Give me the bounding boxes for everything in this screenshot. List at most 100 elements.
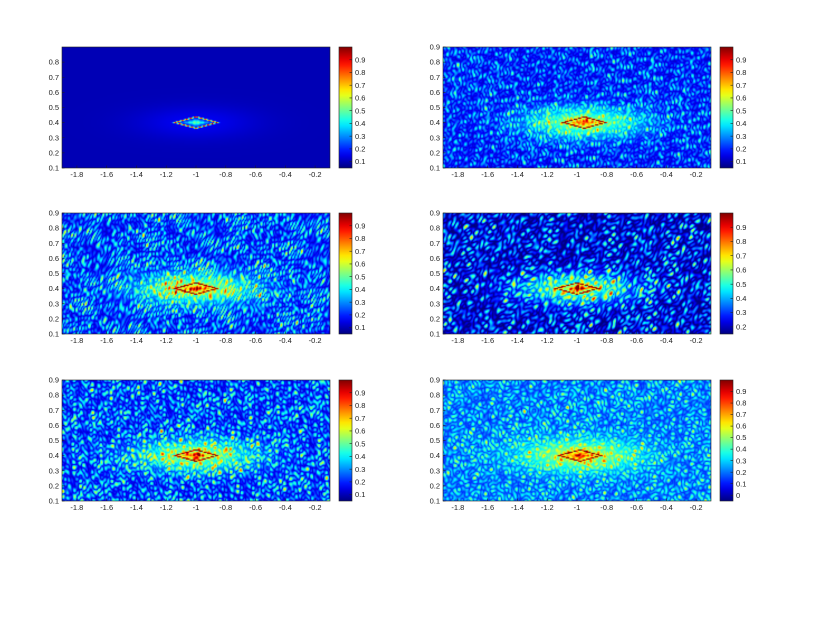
x-tick-label: -0.4 (279, 336, 292, 345)
colorbar-tick-label: 0.7 (355, 81, 365, 90)
colorbar-tick-label: 0.2 (736, 468, 746, 477)
x-tick-label: -0.8 (600, 503, 613, 512)
heatmap-image (443, 380, 711, 501)
colorbar-tick-label: 0.7 (355, 247, 365, 256)
y-tick-label: 0.6 (430, 421, 440, 430)
x-tick-label: -1.2 (160, 336, 173, 345)
colorbar-tick-label: 0.8 (736, 237, 746, 246)
colorbar-tick-label: 0.6 (355, 94, 365, 103)
colorbar-tick-label: 0.3 (736, 132, 746, 141)
heatmap-svg: -1.8 -1.6 -1.4 -1.2 -1 -0.8 -0.6 -0.4 -0.2 0.1 0.2… (49, 209, 366, 345)
y-tick-label: 0.8 (430, 58, 440, 67)
colorbar-tick-label: 0.3 (736, 308, 746, 317)
colorbar-tick-label: 0.3 (355, 132, 365, 141)
colorbar-tick-label: 0.1 (736, 157, 746, 166)
y-tick-label: 0.4 (430, 451, 440, 460)
x-tick-label: -1.8 (70, 170, 83, 179)
y-tick-label: 0.5 (49, 436, 59, 445)
y-tick-label: 0.5 (430, 269, 440, 278)
heatmap-image (443, 213, 711, 334)
y-tick-label: 0.6 (49, 88, 59, 97)
colorbar (719, 379, 734, 502)
x-tick-label: -1 (193, 170, 200, 179)
colorbar-tick-label: 0.7 (736, 410, 746, 419)
y-tick-label: 0.5 (49, 269, 59, 278)
heatmap-svg: -1.8 -1.6 -1.4 -1.2 -1 -0.8 -0.6 -0.4 -0.2 0.1 0.2… (49, 46, 365, 179)
colorbar-tick-label: 0.7 (736, 81, 746, 90)
x-tick-label: -0.4 (660, 503, 673, 512)
x-tick-label: -1 (193, 503, 200, 512)
x-tick-label: -0.4 (660, 170, 673, 179)
y-tick-label: 0.8 (49, 58, 59, 67)
x-tick-label: -1.2 (541, 336, 554, 345)
x-tick-label: -1.4 (511, 170, 524, 179)
x-tick-label: -1.8 (451, 170, 464, 179)
colorbar-tick-label: 0.6 (736, 422, 746, 431)
colorbar-tick-label: 0.8 (355, 401, 365, 410)
x-tick-label: -1.6 (100, 503, 113, 512)
heatmap-panel-5: -1.8 -1.6 -1.4 -1.2 -1 -0.8 -0.6 -0.4 -0.2 0.1 0.2… (49, 376, 366, 512)
colorbar-tick-label: 0.6 (736, 94, 746, 103)
colorbar-tick-label: 0.9 (355, 55, 365, 64)
colorbar-tick-label: 0.4 (736, 119, 746, 128)
colorbar-tick-label: 0.2 (355, 310, 365, 319)
colorbar-tick-label: 0.4 (355, 285, 365, 294)
y-tick-label: 0.3 (430, 133, 440, 142)
y-tick-label: 0.2 (49, 314, 59, 323)
heatmap-image (62, 380, 330, 501)
x-tick-label: -0.4 (660, 336, 673, 345)
heatmap-panel-6: -1.8 -1.6 -1.4 -1.2 -1 -0.8 -0.6 -0.4 -0.2 0.1 0.2… (430, 376, 747, 512)
colorbar-tick-label: 0.8 (736, 399, 746, 408)
y-tick-label: 0.8 (430, 391, 440, 400)
x-tick-label: -1.6 (100, 336, 113, 345)
x-tick-label: -0.2 (309, 503, 322, 512)
heatmap-svg: -1.8 -1.6 -1.4 -1.2 -1 -0.8 -0.6 -0.4 -0.2 0.1 0.2… (430, 376, 747, 512)
colorbar-tick-label: 0.7 (736, 251, 746, 260)
y-tick-label: 0.7 (49, 73, 59, 82)
y-tick-label: 0.6 (430, 254, 440, 263)
colorbar (338, 379, 353, 502)
x-tick-label: -1.2 (160, 170, 173, 179)
x-tick-label: -1.4 (511, 336, 524, 345)
y-tick-label: 0.7 (430, 73, 440, 82)
y-tick-label: 0.2 (430, 481, 440, 490)
colorbar-tick-label: 0.4 (736, 445, 746, 454)
colorbar (338, 46, 353, 169)
colorbar-tick-label: 0.5 (355, 106, 365, 115)
colorbar-tick-label: 0.2 (736, 322, 746, 331)
colorbar (338, 212, 353, 335)
heatmap-svg: -1.8 -1.6 -1.4 -1.2 -1 -0.8 -0.6 -0.4 -0.2 0.1 0.2… (430, 43, 747, 179)
y-tick-label: 0.5 (430, 436, 440, 445)
colorbar-tick-label: 0.8 (355, 234, 365, 243)
x-tick-label: -0.8 (219, 503, 232, 512)
colorbar-tick-label: 0.1 (355, 323, 365, 332)
y-tick-label: 0.7 (49, 406, 59, 415)
x-tick-label: -1.8 (70, 503, 83, 512)
y-tick-label: 0.5 (49, 103, 59, 112)
x-tick-label: -1.4 (130, 503, 143, 512)
heatmap-image (62, 213, 330, 334)
y-tick-label: 0.2 (49, 481, 59, 490)
x-tick-label: -1.4 (130, 336, 143, 345)
y-tick-label: 0.8 (430, 224, 440, 233)
x-tick-label: -0.6 (630, 503, 643, 512)
colorbar-tick-label: 0.2 (355, 144, 365, 153)
heatmap-panel-4: -1.8 -1.6 -1.4 -1.2 -1 -0.8 -0.6 -0.4 -0.2 0.1 0.2… (430, 209, 747, 345)
x-tick-label: -0.6 (249, 503, 262, 512)
y-tick-label: 0.3 (49, 133, 59, 142)
colorbar-tick-label: 0.4 (736, 294, 746, 303)
x-tick-label: -1.6 (481, 503, 494, 512)
heatmap-panel-2: -1.8 -1.6 -1.4 -1.2 -1 -0.8 -0.6 -0.4 -0.2 0.1 0.2… (430, 43, 747, 179)
x-tick-label: -0.8 (600, 336, 613, 345)
y-tick-label: 0.9 (430, 209, 440, 218)
y-tick-label: 0.2 (430, 148, 440, 157)
colorbar-tick-label: 0 (736, 491, 740, 500)
x-tick-label: -1.2 (160, 503, 173, 512)
x-tick-label: -0.2 (690, 336, 703, 345)
heatmap-panel-1: -1.8 -1.6 -1.4 -1.2 -1 -0.8 -0.6 -0.4 -0.2 0.1 0.2… (49, 46, 365, 179)
colorbar-tick-label: 0.9 (355, 221, 365, 230)
colorbar-tick-label: 0.9 (355, 388, 365, 397)
y-tick-label: 0.1 (49, 164, 59, 173)
y-tick-label: 0.3 (49, 466, 59, 475)
y-tick-label: 0.4 (430, 118, 440, 127)
